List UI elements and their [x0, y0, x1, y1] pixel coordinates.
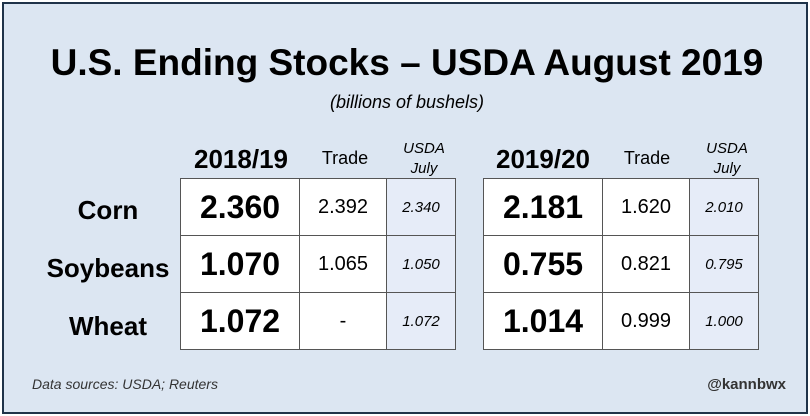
soybeans-2019-20-value: 0.755	[483, 235, 603, 293]
header-july-label: July	[713, 160, 741, 177]
header-trade-2019-20: Trade	[623, 148, 671, 168]
units-subtitle: (billions of bushels)	[329, 92, 485, 112]
row-label-wheat: Wheat	[69, 311, 147, 341]
table-row: 1.072 - 1.072	[180, 292, 456, 350]
wheat-2018-19-trade: -	[299, 292, 387, 350]
header-trade-2018-19: Trade	[321, 148, 369, 168]
table-2018-19: 2.360 2.392 2.340 1.070 1.065 1.050 1.07…	[180, 178, 456, 350]
wheat-2019-20-trade: 0.999	[602, 292, 690, 350]
header-usda-label: USDA	[403, 140, 445, 157]
wheat-2019-20-usda-july: 1.000	[689, 292, 759, 350]
wheat-2019-20-value: 1.014	[483, 292, 603, 350]
soybeans-2018-19-usda-july: 1.050	[386, 235, 456, 293]
page-title: U.S. Ending Stocks – USDA August 2019	[50, 42, 764, 83]
soybeans-2019-20-usda-july: 0.795	[689, 235, 759, 293]
wheat-2018-19-usda-july: 1.072	[386, 292, 456, 350]
table-2019-20: 2.181 1.620 2.010 0.755 0.821 0.795 1.01…	[483, 178, 759, 350]
header-2018-19: 2018/19	[194, 144, 288, 174]
soybeans-2019-20-trade: 0.821	[602, 235, 690, 293]
row-label-soybeans: Soybeans	[46, 253, 170, 283]
wheat-2018-19-value: 1.072	[180, 292, 300, 350]
author-handle: @kannbwx	[707, 376, 786, 393]
header-july-label: July	[410, 160, 438, 177]
table-row: 1.070 1.065 1.050	[180, 235, 456, 293]
corn-2018-19-trade: 2.392	[299, 178, 387, 236]
corn-2019-20-value: 2.181	[483, 178, 603, 236]
corn-2019-20-trade: 1.620	[602, 178, 690, 236]
table-row: 1.014 0.999 1.000	[483, 292, 759, 350]
soybeans-2018-19-value: 1.070	[180, 235, 300, 293]
corn-2018-19-usda-july: 2.340	[386, 178, 456, 236]
header-usda-july-2019-20: USDA July	[692, 139, 762, 179]
corn-2019-20-usda-july: 2.010	[689, 178, 759, 236]
header-usda-july-2018-19: USDA July	[389, 139, 459, 179]
soybeans-2018-19-trade: 1.065	[299, 235, 387, 293]
row-label-corn: Corn	[77, 195, 139, 225]
table-row: 2.181 1.620 2.010	[483, 178, 759, 236]
data-sources-note: Data sources: USDA; Reuters	[32, 376, 218, 392]
header-usda-label: USDA	[706, 140, 748, 157]
table-row: 0.755 0.821 0.795	[483, 235, 759, 293]
corn-2018-19-value: 2.360	[180, 178, 300, 236]
header-2019-20: 2019/20	[496, 144, 590, 174]
table-row: 2.360 2.392 2.340	[180, 178, 456, 236]
